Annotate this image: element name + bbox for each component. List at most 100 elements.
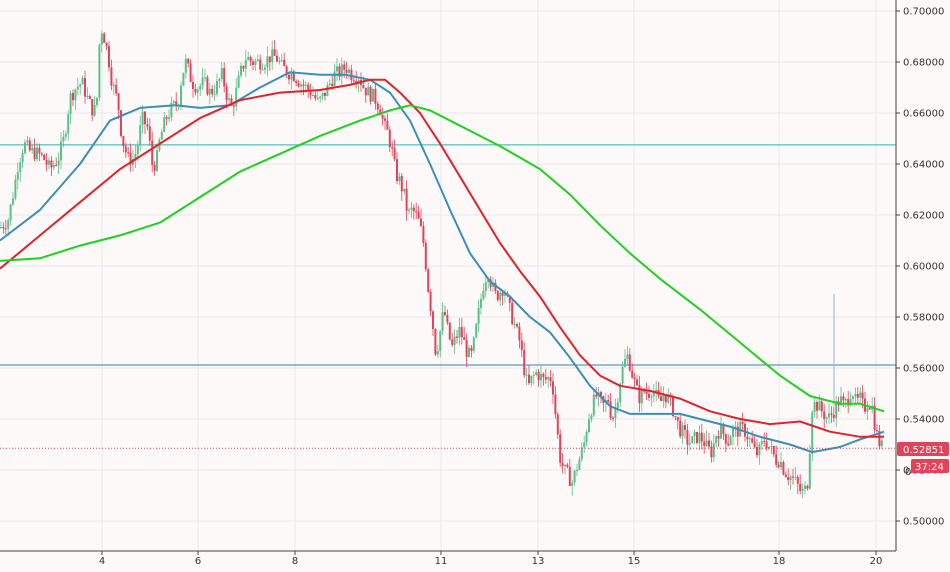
moving-averages bbox=[0, 71, 885, 454]
last-price-badge-bg bbox=[897, 442, 949, 456]
partial-tick-text: 0 bbox=[905, 467, 911, 478]
candle-body bbox=[112, 84, 115, 86]
candle-body bbox=[117, 93, 120, 111]
candle-body bbox=[700, 432, 703, 442]
candle-body bbox=[652, 392, 655, 397]
candle-body bbox=[655, 389, 658, 393]
y-tick-label: 0.50000 bbox=[903, 517, 944, 528]
candle-body bbox=[856, 393, 859, 398]
candle-body bbox=[525, 374, 528, 376]
candle-body bbox=[338, 66, 341, 77]
candle-body bbox=[825, 417, 828, 419]
candle-body bbox=[252, 61, 254, 65]
candle-body bbox=[496, 291, 499, 301]
candle-body bbox=[484, 282, 487, 291]
candle-body bbox=[355, 81, 358, 83]
y-tick-label: 0.62000 bbox=[903, 211, 944, 222]
countdown-badge: 37:24 bbox=[911, 459, 949, 473]
candle-body bbox=[542, 373, 545, 378]
candle-body bbox=[763, 440, 766, 442]
candle-body bbox=[789, 476, 792, 481]
candle-body bbox=[400, 176, 403, 192]
candle-body bbox=[170, 102, 173, 118]
candle-body bbox=[564, 464, 566, 466]
candle-body bbox=[7, 220, 10, 229]
candle-body bbox=[818, 401, 821, 411]
candle-body bbox=[643, 390, 646, 392]
candle-body bbox=[561, 462, 564, 466]
y-tick-label: 0.58000 bbox=[903, 313, 944, 324]
candle-body bbox=[624, 358, 626, 367]
candle-body bbox=[136, 145, 139, 155]
candle-body bbox=[583, 442, 586, 448]
candle-body bbox=[180, 85, 182, 105]
candle-body bbox=[398, 176, 401, 182]
candle-body bbox=[549, 377, 552, 382]
candle-body bbox=[477, 307, 480, 324]
y-tick-label: 0.64000 bbox=[903, 160, 944, 171]
candle-body bbox=[463, 337, 466, 340]
moving-average-line[interactable] bbox=[0, 71, 885, 454]
candle-body bbox=[124, 146, 127, 153]
candle-body bbox=[626, 354, 629, 359]
candle-body bbox=[674, 415, 677, 417]
candle-body bbox=[676, 416, 679, 421]
candle-body bbox=[297, 83, 300, 87]
candle-body bbox=[64, 133, 67, 137]
candle-body bbox=[741, 421, 744, 424]
candle-body bbox=[691, 436, 694, 444]
candle-body bbox=[408, 209, 410, 211]
candle-body bbox=[388, 129, 391, 148]
candle-body bbox=[736, 426, 739, 437]
candle-body bbox=[684, 425, 686, 430]
candle-body bbox=[76, 86, 79, 90]
candle-body bbox=[489, 279, 492, 287]
candle-body bbox=[304, 84, 307, 86]
moving-average-line[interactable] bbox=[0, 78, 884, 438]
candle-body bbox=[648, 393, 650, 398]
candle-body bbox=[216, 80, 218, 94]
candle-body bbox=[523, 349, 526, 376]
candle-body bbox=[777, 464, 780, 468]
candle-body bbox=[679, 420, 682, 437]
candle-body bbox=[585, 431, 588, 443]
candle-body bbox=[844, 399, 847, 401]
candle-body bbox=[33, 147, 36, 160]
candle-body bbox=[307, 84, 310, 90]
candle-body bbox=[134, 154, 137, 159]
candle-body bbox=[28, 140, 31, 151]
candle-body bbox=[451, 339, 454, 345]
candle-body bbox=[535, 372, 538, 375]
candle-body bbox=[703, 441, 706, 446]
candle-body bbox=[417, 211, 420, 219]
candle-body bbox=[547, 377, 550, 380]
candle-body bbox=[79, 84, 82, 87]
candle-body bbox=[516, 324, 518, 327]
candle-body bbox=[182, 72, 185, 86]
candle-body bbox=[244, 59, 247, 69]
candle-body bbox=[50, 160, 53, 168]
candle-body bbox=[100, 33, 103, 45]
candle-body bbox=[415, 211, 418, 213]
moving-average-line[interactable] bbox=[0, 104, 885, 413]
candle-body bbox=[559, 434, 562, 463]
candle-body bbox=[727, 443, 730, 446]
candle-body bbox=[379, 109, 382, 116]
candle-body bbox=[247, 57, 250, 60]
candle-body bbox=[93, 104, 96, 116]
candle-body bbox=[314, 94, 317, 99]
candle-body bbox=[129, 152, 132, 165]
candle-body bbox=[715, 436, 718, 444]
candle-body bbox=[9, 204, 12, 221]
candle-body bbox=[612, 417, 614, 419]
candle-body bbox=[518, 326, 521, 341]
candle-body bbox=[681, 425, 684, 437]
candle-body bbox=[636, 379, 638, 386]
candle-body bbox=[69, 93, 72, 115]
candle-body bbox=[211, 88, 214, 95]
candle-body bbox=[350, 69, 353, 81]
candle-body bbox=[163, 117, 166, 132]
candle-body bbox=[708, 440, 710, 447]
time-axis-panel[interactable] bbox=[0, 551, 950, 572]
